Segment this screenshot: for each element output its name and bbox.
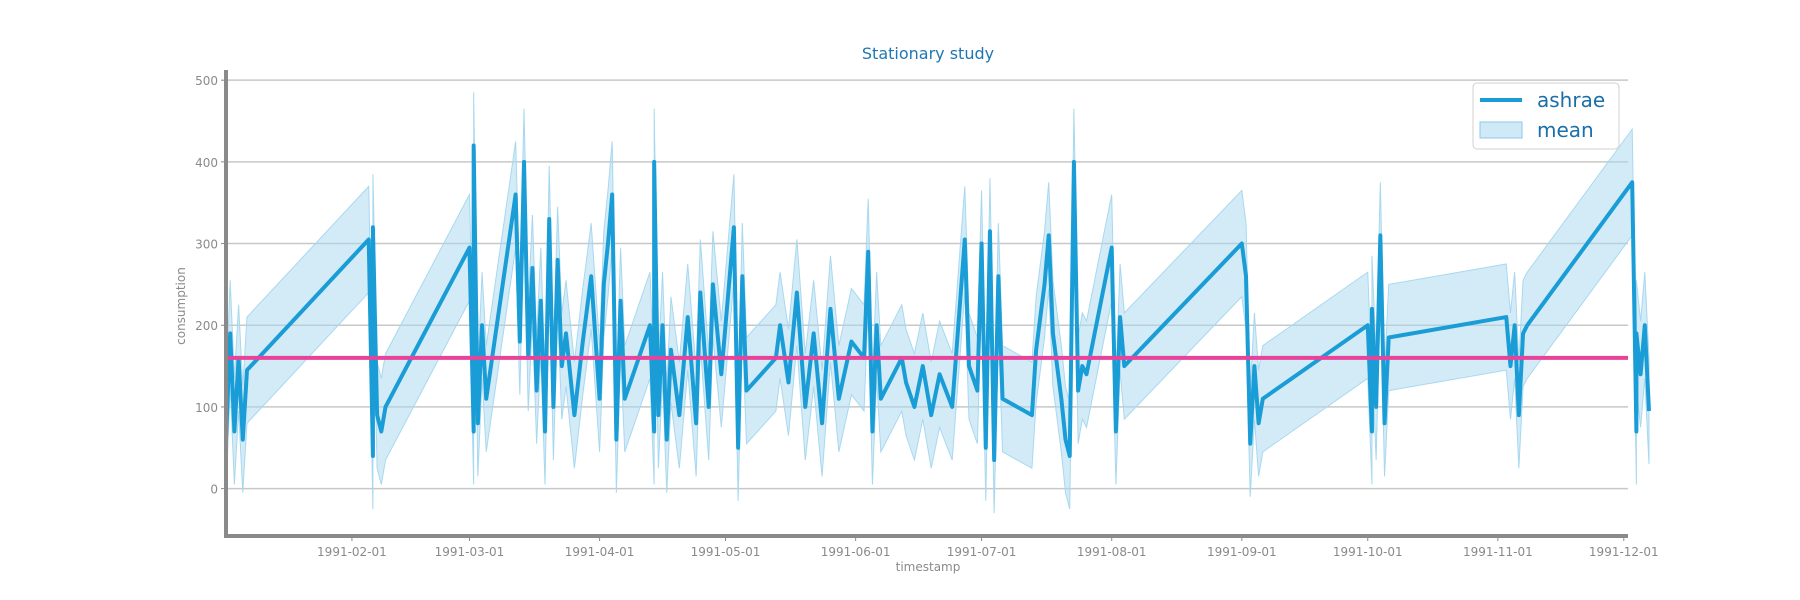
y-tick-label-4: 400 xyxy=(195,156,218,170)
line-layer xyxy=(224,143,1651,463)
x-axis-label: timestamp xyxy=(896,560,961,574)
y-tick-label-2: 200 xyxy=(195,319,218,333)
y-tick-label-5: 500 xyxy=(195,74,218,88)
x-tick-label-7: 1991-09-01 xyxy=(1207,545,1277,559)
series-line-ashrae xyxy=(224,143,1651,463)
legend-label-mean: mean xyxy=(1537,118,1594,142)
y-tick-label-1: 100 xyxy=(195,401,218,415)
legend-label-ashrae: ashrae xyxy=(1537,88,1605,112)
x-tick-label-3: 1991-05-01 xyxy=(691,545,761,559)
axis-layer xyxy=(224,70,1628,538)
x-tick-label-2: 1991-04-01 xyxy=(565,545,635,559)
x-tick-label-6: 1991-08-01 xyxy=(1077,545,1147,559)
y-axis-label: consumption xyxy=(174,267,188,345)
x-tick-label-1: 1991-03-01 xyxy=(435,545,505,559)
x-tick-label-5: 1991-07-01 xyxy=(947,545,1017,559)
y-tick-label-3: 300 xyxy=(195,238,218,252)
legend: ashrae mean xyxy=(1472,82,1620,150)
x-tick-label-0: 1991-02-01 xyxy=(317,545,387,559)
y-tick-label-0: 0 xyxy=(210,483,218,497)
x-tick-label-8: 1991-10-01 xyxy=(1333,545,1403,559)
x-tick-label-9: 1991-11-01 xyxy=(1463,545,1533,559)
tick-layer: 0 100 200 300 400 500 1991-02-01 1991-03-01 1991… xyxy=(195,74,1659,559)
x-tick-label-4: 1991-06-01 xyxy=(821,545,891,559)
x-tick-label-10: 1991-12-01 xyxy=(1589,545,1659,559)
legend-band-swatch xyxy=(1479,121,1523,139)
chart-title: Stationary study xyxy=(862,44,994,63)
